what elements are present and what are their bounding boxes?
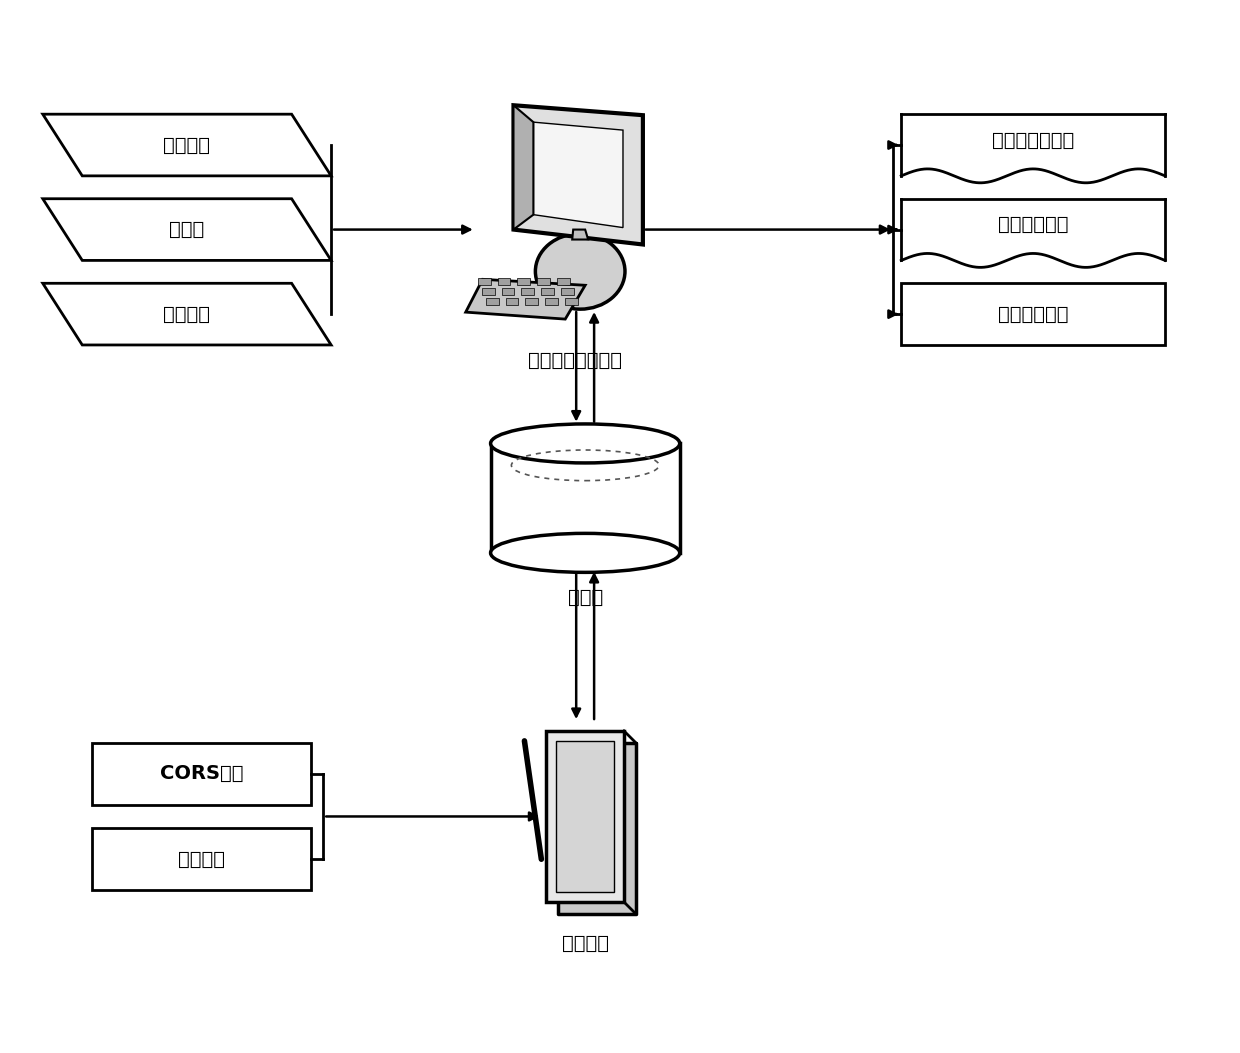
Bar xyxy=(501,289,515,295)
Bar xyxy=(92,829,311,890)
Polygon shape xyxy=(513,105,642,244)
Polygon shape xyxy=(533,122,622,227)
Polygon shape xyxy=(42,114,331,176)
Text: 测统仪器: 测统仪器 xyxy=(179,850,226,869)
Bar xyxy=(901,199,1166,260)
Text: 移动终端: 移动终端 xyxy=(562,934,609,953)
Text: 数据库: 数据库 xyxy=(568,589,603,608)
Polygon shape xyxy=(42,283,331,345)
Polygon shape xyxy=(466,279,585,319)
Text: 林木半断面图: 林木半断面图 xyxy=(998,215,1069,234)
Bar xyxy=(497,278,511,285)
Bar xyxy=(537,278,551,285)
Bar xyxy=(565,298,578,305)
Bar xyxy=(506,298,518,305)
Polygon shape xyxy=(513,105,533,230)
Text: 正射影像: 正射影像 xyxy=(164,136,211,155)
Bar xyxy=(486,298,498,305)
Text: 线划图: 线划图 xyxy=(170,220,205,239)
Bar xyxy=(526,298,538,305)
Text: 测绫数据处理系统: 测绫数据处理系统 xyxy=(528,352,622,371)
Polygon shape xyxy=(572,230,588,239)
Polygon shape xyxy=(42,199,331,260)
Bar xyxy=(562,289,574,295)
Bar xyxy=(546,298,558,305)
Bar xyxy=(542,289,554,295)
Bar xyxy=(481,289,495,295)
Bar xyxy=(901,283,1166,345)
Bar xyxy=(557,278,570,285)
Bar xyxy=(522,289,534,295)
Text: 其它成果文件: 其它成果文件 xyxy=(998,304,1069,323)
Ellipse shape xyxy=(491,424,680,463)
Bar xyxy=(517,278,531,285)
Polygon shape xyxy=(547,731,624,902)
Polygon shape xyxy=(557,741,614,892)
Ellipse shape xyxy=(491,534,680,573)
Text: 林木调查记录卡: 林木调查记录卡 xyxy=(992,131,1074,150)
Polygon shape xyxy=(558,742,636,914)
Bar xyxy=(901,114,1166,176)
Text: CORS信号: CORS信号 xyxy=(160,764,243,783)
Bar xyxy=(491,443,680,553)
Text: 线路路径: 线路路径 xyxy=(164,304,211,323)
Bar xyxy=(477,278,491,285)
Ellipse shape xyxy=(536,234,625,310)
Bar xyxy=(92,742,311,804)
